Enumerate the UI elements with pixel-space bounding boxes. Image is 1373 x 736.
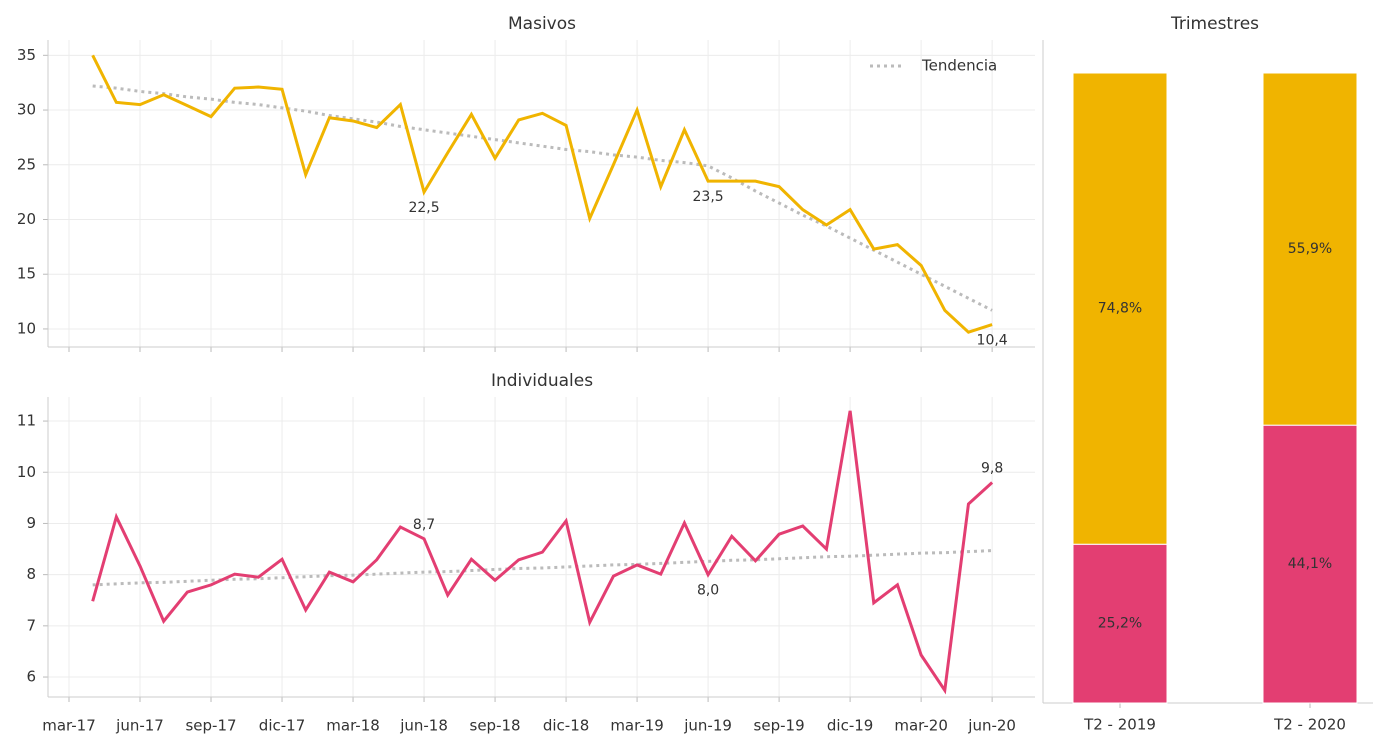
y-tick-label: 20 [17,210,36,228]
bar-segment [1072,72,1168,545]
bar-segment [1072,543,1168,704]
x-tick-label: jun-18 [399,717,448,735]
x-tick-label: mar-19 [610,717,664,735]
x-tick-label: dic-17 [259,717,305,735]
x-tick-label: mar-20 [894,717,948,735]
chart-title: Individuales [491,371,593,391]
data-label: 74,8% [1098,301,1142,317]
x-tick-label: T2 - 2019 [1083,716,1156,734]
y-tick-label: 9 [26,514,36,532]
data-label: 44,1% [1288,556,1332,572]
x-tick-label: mar-17 [42,717,96,735]
data-label: 22,5 [408,200,439,216]
x-tick-label: sep-17 [185,717,236,735]
x-tick-label: jun-19 [683,717,732,735]
data-label: 8,7 [413,517,435,533]
data-line [91,410,994,695]
x-tick-label: dic-18 [543,717,589,735]
data-label: 9,8 [981,460,1003,476]
x-tick-label: jun-20 [967,717,1016,735]
trend-line [92,84,993,312]
chart-title: Trimestres [1170,14,1259,34]
x-tick-label: jun-17 [115,717,164,735]
y-tick-label: 10 [17,319,36,337]
data-line [91,54,993,334]
legend-label: Tendencia [921,57,997,75]
x-tick-label: sep-18 [470,717,521,735]
y-tick-label: 10 [17,463,36,481]
y-tick-label: 15 [17,265,36,283]
x-tick-label: T2 - 2020 [1273,716,1346,734]
y-tick-label: 7 [26,616,36,634]
data-label: 55,9% [1288,241,1332,257]
chart-title: Masivos [508,14,576,34]
trend-line [92,549,993,587]
y-tick-label: 11 [17,412,36,430]
data-label: 25,2% [1098,616,1142,632]
data-label: 23,5 [693,189,724,205]
y-tick-label: 35 [17,46,36,64]
data-label: 8,0 [697,583,719,599]
bar-segment [1262,72,1358,426]
y-tick-label: 8 [26,565,36,583]
y-tick-label: 30 [17,101,36,119]
y-tick-label: 6 [26,668,36,686]
y-tick-label: 25 [17,155,36,173]
x-tick-label: sep-19 [754,717,805,735]
bar-segment [1262,424,1358,704]
data-label: 10,4 [977,333,1008,349]
x-tick-label: mar-18 [326,717,380,735]
x-tick-label: dic-19 [827,717,873,735]
